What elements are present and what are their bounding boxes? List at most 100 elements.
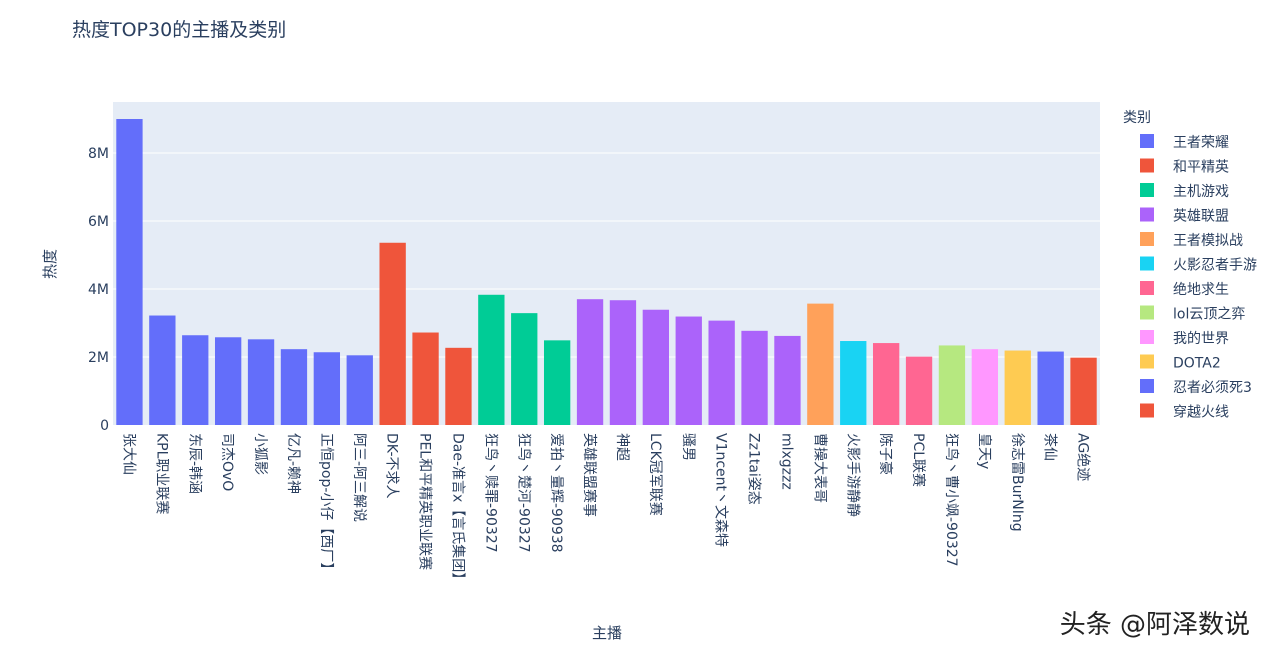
x-tick-label: PEL和平精英职业联赛 bbox=[417, 433, 434, 570]
x-tick-label: 英雄联盟赛事 bbox=[581, 433, 598, 517]
x-axis-ticks: 张大仙 KPL职业联赛 东辰-韩涵 司杰OvO 小狐影 亿凡-赖神 正恒pop-小仔【西厂】… bbox=[120, 433, 1090, 586]
legend-swatch[interactable] bbox=[1140, 305, 1154, 320]
legend-entry-label[interactable]: 王者荣耀 bbox=[1173, 135, 1229, 151]
x-tick-label: 火影手游静静 bbox=[844, 433, 860, 517]
watermark-text: 头条 @阿泽数说 bbox=[1060, 610, 1250, 640]
bar[interactable] bbox=[840, 341, 867, 425]
bar[interactable] bbox=[1037, 351, 1064, 425]
legend-entry-label[interactable]: lol云顶之弈 bbox=[1173, 307, 1245, 323]
x-tick-label: 东辰-韩涵 bbox=[186, 433, 202, 494]
x-tick-label: 皇天y bbox=[976, 433, 992, 469]
legend-swatch[interactable] bbox=[1140, 158, 1154, 173]
bar[interactable] bbox=[807, 303, 834, 425]
bar[interactable] bbox=[379, 242, 406, 425]
legend-title: 类别 bbox=[1123, 110, 1151, 126]
legend-entry-label[interactable]: 英雄联盟 bbox=[1173, 208, 1229, 225]
bar[interactable] bbox=[543, 340, 571, 425]
x-tick-label: 骚男 bbox=[680, 433, 696, 461]
legend-swatch[interactable] bbox=[1140, 379, 1154, 393]
legend-entry-label[interactable]: 主机游戏 bbox=[1173, 184, 1229, 200]
bar[interactable] bbox=[708, 320, 735, 425]
x-tick-label: 陈子豪 bbox=[877, 433, 894, 475]
bar[interactable] bbox=[280, 349, 308, 425]
x-tick-label: 张大仙 bbox=[120, 433, 136, 475]
bar[interactable] bbox=[1004, 350, 1031, 425]
bar[interactable] bbox=[511, 313, 538, 425]
x-axis-title: 主播 bbox=[592, 624, 622, 642]
bar[interactable] bbox=[675, 316, 702, 425]
x-tick-label: KPL职业联赛 bbox=[153, 433, 169, 514]
x-tick-label: 爱拍丶量辉-90938 bbox=[548, 433, 564, 553]
plot-background bbox=[113, 102, 1100, 425]
x-tick-label: 曹操大表哥 bbox=[811, 433, 827, 503]
legend-swatch[interactable] bbox=[1140, 183, 1154, 197]
bar[interactable] bbox=[346, 355, 373, 425]
bar[interactable] bbox=[872, 343, 900, 425]
bar[interactable] bbox=[313, 352, 341, 425]
y-axis-ticks: 0 2M 4M 6M 8M bbox=[88, 146, 109, 434]
chart-title: 热度TOP30的主播及类别 bbox=[72, 19, 286, 41]
legend-entry-label[interactable]: 王者模拟战 bbox=[1173, 233, 1243, 249]
y-tick-label: 0 bbox=[100, 418, 109, 434]
legend-swatch[interactable] bbox=[1140, 330, 1154, 344]
bar[interactable] bbox=[609, 300, 637, 425]
x-tick-label: 狂鸟丶赎罪-90327 bbox=[482, 433, 499, 553]
bar[interactable] bbox=[478, 294, 505, 425]
bar[interactable] bbox=[412, 332, 439, 425]
bar[interactable] bbox=[116, 119, 143, 425]
y-axis-title: 热度 bbox=[41, 249, 59, 279]
bar[interactable] bbox=[576, 299, 604, 425]
y-tick-label: 6M bbox=[88, 214, 109, 230]
x-tick-label: AG绝迹 bbox=[1075, 433, 1091, 481]
x-tick-label: PCL联赛 bbox=[910, 433, 926, 487]
x-tick-label: 阿三-阿三解说 bbox=[351, 433, 367, 522]
x-tick-label: 正恒pop-小仔【西厂】 bbox=[318, 433, 334, 576]
y-tick-label: 8M bbox=[88, 146, 109, 162]
x-tick-label: LCK冠军联赛 bbox=[647, 433, 663, 516]
legend-entry-label[interactable]: 和平精英 bbox=[1173, 159, 1229, 176]
legend-entry-label[interactable]: 绝地求生 bbox=[1173, 282, 1229, 298]
x-tick-label: DK-不求人 bbox=[384, 433, 400, 499]
x-tick-label: 狂鸟丶楚河-90327 bbox=[515, 433, 531, 553]
bar[interactable] bbox=[1070, 357, 1097, 425]
x-tick-label: V1ncent丶文森特 bbox=[713, 433, 729, 547]
bar[interactable] bbox=[445, 347, 472, 425]
x-tick-label: 司杰OvO bbox=[219, 433, 235, 491]
y-tick-label: 2M bbox=[88, 350, 109, 366]
y-tick-label: 4M bbox=[88, 282, 109, 298]
x-tick-label: mlxgzzz bbox=[778, 433, 794, 490]
bar[interactable] bbox=[214, 337, 242, 425]
x-tick-label: 茶仙 bbox=[1042, 433, 1058, 461]
x-tick-label: 亿凡-赖神 bbox=[285, 433, 301, 494]
gridlines bbox=[113, 152, 1100, 358]
bar[interactable] bbox=[938, 345, 966, 425]
legend-entry-label[interactable]: 我的世界 bbox=[1173, 331, 1229, 347]
x-tick-label: 徐志雷BurNIng bbox=[1009, 433, 1025, 532]
legend-swatch[interactable] bbox=[1140, 281, 1154, 295]
legend-entry-label[interactable]: 忍者必须死3 bbox=[1173, 380, 1252, 396]
bar[interactable] bbox=[182, 335, 209, 425]
bar[interactable] bbox=[642, 309, 670, 425]
legend-swatch[interactable] bbox=[1140, 256, 1154, 271]
bar[interactable] bbox=[905, 356, 933, 425]
legend-swatch[interactable] bbox=[1140, 134, 1154, 148]
legend-swatch[interactable] bbox=[1140, 232, 1154, 246]
legend-swatch[interactable] bbox=[1140, 354, 1154, 369]
legend-swatch[interactable] bbox=[1140, 403, 1154, 418]
legend-swatch[interactable] bbox=[1140, 207, 1154, 222]
bars bbox=[116, 119, 1097, 425]
bar[interactable] bbox=[247, 339, 275, 425]
x-tick-label: 神超 bbox=[614, 433, 630, 461]
bar[interactable] bbox=[774, 335, 801, 425]
legend-entry-label[interactable]: 火影忍者手游 bbox=[1173, 258, 1257, 274]
x-tick-label: 狂鸟丶曹小飒-90327 bbox=[943, 433, 959, 567]
bar[interactable] bbox=[149, 315, 176, 425]
bar[interactable] bbox=[741, 330, 768, 425]
x-tick-label: Dae-准言x【言氏集团】 bbox=[449, 433, 466, 586]
bar[interactable] bbox=[971, 349, 999, 425]
legend-entry-label[interactable]: DOTA2 bbox=[1173, 356, 1221, 372]
x-tick-label: Zz1tai姿态 bbox=[746, 433, 762, 505]
legend-entry-label[interactable]: 穿越火线 bbox=[1173, 405, 1229, 421]
